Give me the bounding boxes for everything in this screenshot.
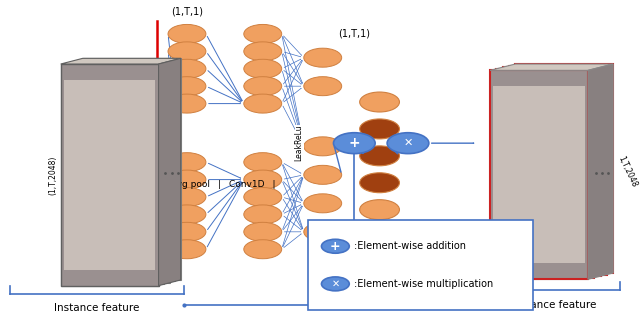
Text: +: +: [349, 136, 360, 150]
FancyBboxPatch shape: [509, 66, 607, 274]
FancyBboxPatch shape: [490, 70, 588, 279]
Circle shape: [244, 59, 282, 78]
Circle shape: [168, 153, 206, 172]
Circle shape: [304, 137, 342, 156]
Circle shape: [244, 240, 282, 259]
Circle shape: [360, 200, 399, 220]
Text: (1,T,1): (1,T,1): [171, 7, 203, 17]
Circle shape: [168, 94, 206, 113]
Text: ✕: ✕: [332, 279, 339, 289]
Text: ✕: ✕: [403, 138, 413, 148]
FancyBboxPatch shape: [77, 60, 175, 281]
Circle shape: [304, 222, 342, 241]
FancyBboxPatch shape: [502, 67, 600, 276]
Circle shape: [360, 92, 399, 112]
Circle shape: [304, 48, 342, 67]
Text: Instance feature: Instance feature: [511, 300, 596, 310]
Polygon shape: [588, 64, 613, 279]
Text: $k$: $k$: [138, 63, 147, 75]
FancyBboxPatch shape: [493, 86, 585, 264]
Text: (1,T,2048): (1,T,2048): [49, 155, 58, 195]
Text: +: +: [330, 240, 340, 253]
FancyBboxPatch shape: [83, 58, 180, 280]
Circle shape: [244, 42, 282, 61]
FancyBboxPatch shape: [64, 80, 156, 270]
Circle shape: [244, 188, 282, 206]
FancyBboxPatch shape: [497, 69, 595, 278]
Circle shape: [304, 165, 342, 184]
Circle shape: [321, 239, 349, 253]
Circle shape: [333, 133, 375, 154]
Circle shape: [168, 170, 206, 189]
Circle shape: [244, 24, 282, 44]
Circle shape: [168, 188, 206, 206]
Circle shape: [304, 194, 342, 213]
FancyBboxPatch shape: [490, 70, 588, 279]
Circle shape: [244, 205, 282, 224]
Text: LeakReLu: LeakReLu: [294, 125, 303, 162]
Circle shape: [360, 146, 399, 166]
Circle shape: [321, 277, 349, 291]
Circle shape: [244, 153, 282, 172]
Circle shape: [244, 222, 282, 241]
FancyBboxPatch shape: [61, 64, 159, 286]
FancyBboxPatch shape: [66, 63, 164, 284]
Polygon shape: [490, 64, 613, 70]
Text: 1,T,2048: 1,T,2048: [616, 155, 638, 189]
Polygon shape: [61, 58, 180, 64]
Circle shape: [168, 240, 206, 259]
FancyBboxPatch shape: [72, 61, 170, 283]
Circle shape: [360, 173, 399, 193]
Circle shape: [168, 205, 206, 224]
Circle shape: [168, 24, 206, 44]
Circle shape: [168, 42, 206, 61]
Circle shape: [360, 119, 399, 139]
Circle shape: [168, 59, 206, 78]
FancyBboxPatch shape: [515, 64, 613, 273]
Text: Instance feature: Instance feature: [54, 303, 140, 313]
Circle shape: [168, 77, 206, 96]
Circle shape: [244, 77, 282, 96]
FancyBboxPatch shape: [61, 64, 159, 286]
Text: :Element-wise multiplication: :Element-wise multiplication: [355, 279, 493, 289]
Circle shape: [168, 222, 206, 241]
Polygon shape: [159, 58, 180, 286]
Text: Avg pool  ❘  Conv1D  ❘: Avg pool ❘ Conv1D ❘: [172, 180, 278, 189]
Circle shape: [304, 77, 342, 96]
Circle shape: [387, 133, 429, 154]
Text: :Element-wise addition: :Element-wise addition: [355, 241, 467, 251]
Circle shape: [244, 94, 282, 113]
FancyBboxPatch shape: [308, 220, 533, 310]
Text: (1,T,1): (1,T,1): [339, 29, 371, 39]
Circle shape: [244, 170, 282, 189]
